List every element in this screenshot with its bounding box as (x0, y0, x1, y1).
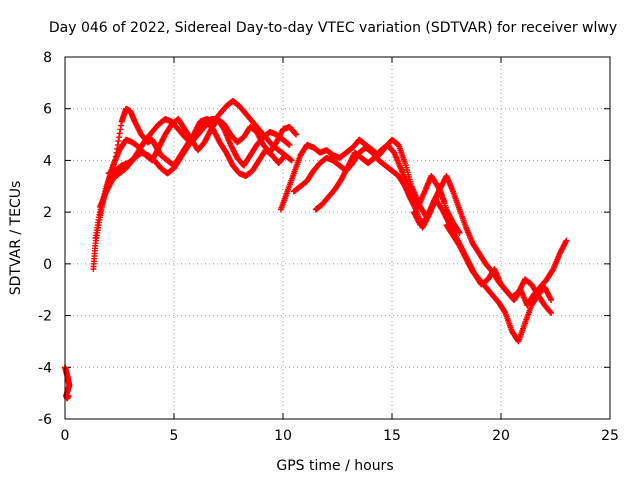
series-track-4 (96, 116, 293, 210)
series-track-5 (105, 118, 289, 179)
grid (65, 57, 610, 419)
x-tick-label: 15 (383, 428, 401, 444)
data-point (288, 157, 295, 164)
y-tick-label: 0 (43, 257, 52, 273)
x-tick-label: 10 (274, 428, 292, 444)
x-tick-label: 25 (601, 428, 619, 444)
series-track-1 (62, 364, 73, 402)
data-point (548, 297, 555, 304)
y-tick-label: 6 (43, 102, 52, 118)
data-point (293, 131, 300, 138)
y-axis-label: SDTVAR / TECUs (8, 181, 24, 296)
data-point (65, 392, 72, 399)
plot-frame (64, 56, 611, 420)
series-track-11 (443, 222, 555, 345)
data-point (548, 309, 555, 316)
series-track-10 (410, 172, 555, 316)
y-tick-label: 8 (43, 50, 52, 66)
y-tick-label: 4 (43, 153, 52, 169)
chart-title: Day 046 of 2022, Sidereal Day-to-day VTE… (49, 20, 617, 36)
series-track-2 (90, 97, 295, 273)
data-point (282, 152, 289, 159)
data-point (286, 141, 293, 148)
data-points (62, 97, 570, 402)
data-point (563, 237, 570, 244)
series-track-7 (290, 144, 448, 210)
y-tick-label: -2 (38, 309, 52, 325)
y-tick-label: -4 (38, 360, 52, 376)
x-tick-label: 5 (170, 428, 179, 444)
x-axis-label: GPS time / hours (276, 458, 393, 474)
y-tick-label: 2 (43, 205, 52, 221)
y-tick-label: -6 (38, 412, 52, 428)
x-tick-label: 0 (61, 428, 70, 444)
data-point (456, 229, 463, 236)
x-tick-label: 20 (492, 428, 510, 444)
axis-ticks: 0 5 10 15 20 25 -6 -4 -2 0 2 4 6 8 (38, 50, 619, 444)
